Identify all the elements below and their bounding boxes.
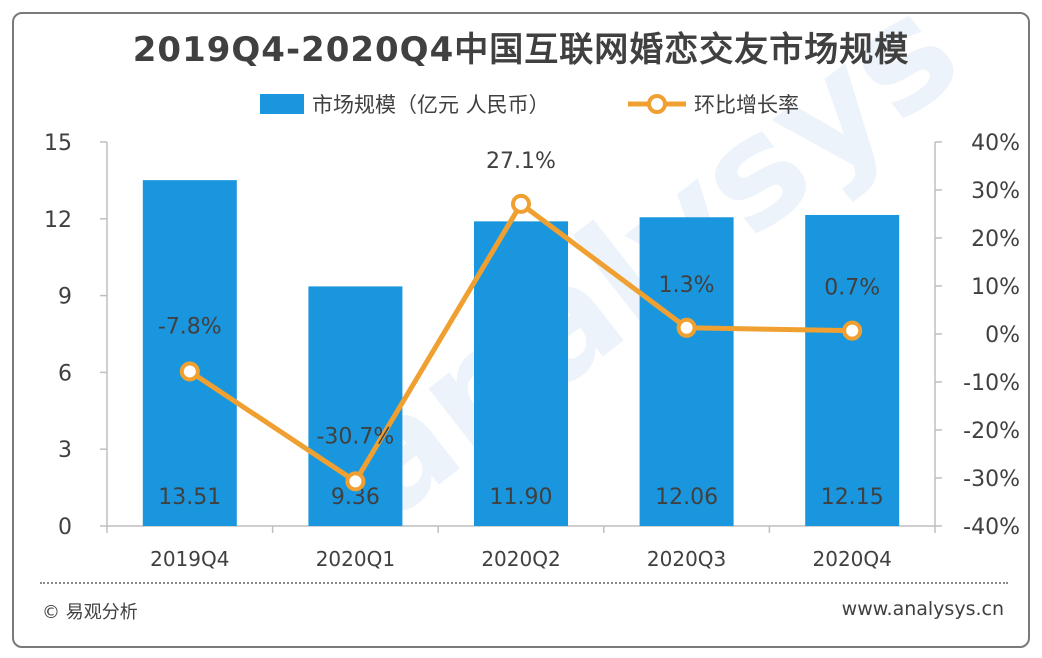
category-label: 2020Q3 xyxy=(647,547,726,571)
growth-rate-marker xyxy=(842,320,863,341)
footer-divider xyxy=(40,582,1008,584)
bar-value-label: 13.51 xyxy=(158,485,221,510)
left-tick-label: 0 xyxy=(58,515,72,540)
right-tick-label: -30% xyxy=(963,467,1020,492)
growth-rate-label: 1.3% xyxy=(659,273,715,298)
growth-rate-label: -30.7% xyxy=(316,424,394,449)
left-tick-label: 3 xyxy=(58,438,72,463)
legend-bar-label: 市场规模（亿元 人民币） xyxy=(312,93,550,117)
bar xyxy=(639,217,734,526)
category-label: 2019Q4 xyxy=(150,547,229,571)
growth-rate-marker xyxy=(345,471,366,492)
right-tick-label: 20% xyxy=(971,227,1020,252)
bar xyxy=(805,214,900,526)
source-label: © 易观分析 xyxy=(42,602,138,623)
legend-line-marker xyxy=(647,94,667,114)
right-tick-label: -20% xyxy=(963,419,1020,444)
growth-rate-label: 0.7% xyxy=(824,276,880,301)
category-label: 2020Q4 xyxy=(813,547,892,571)
left-tick-label: 6 xyxy=(58,361,72,386)
growth-rate-marker xyxy=(511,193,531,214)
bar-value-label: 11.90 xyxy=(490,485,553,510)
bar xyxy=(474,221,568,527)
website-label: www.analysys.cn xyxy=(841,598,1004,620)
growth-rate-marker xyxy=(676,317,697,338)
right-tick-label: 30% xyxy=(971,179,1020,204)
left-tick-label: 12 xyxy=(44,208,72,233)
right-tick-label: -10% xyxy=(963,371,1020,396)
bar-value-label: 12.06 xyxy=(655,485,718,510)
right-tick-label: 0% xyxy=(985,323,1020,348)
left-tick-label: 9 xyxy=(58,285,72,310)
legend-bar-swatch xyxy=(260,94,304,114)
growth-rate-marker xyxy=(179,361,200,382)
category-label: 2020Q1 xyxy=(316,547,395,571)
right-tick-label: 10% xyxy=(971,275,1020,300)
bar xyxy=(142,180,237,527)
right-tick-label: -40% xyxy=(963,515,1020,540)
legend-line-label: 环比增长率 xyxy=(694,93,799,117)
chart-title: 2019Q4-2020Q4中国互联网婚恋交友市场规模 xyxy=(132,30,910,70)
bar-value-label: 12.15 xyxy=(821,485,884,510)
growth-rate-label: 27.1% xyxy=(486,149,556,174)
left-tick-label: 15 xyxy=(44,131,72,156)
growth-rate-label: -7.8% xyxy=(158,314,222,339)
right-tick-label: 40% xyxy=(971,131,1020,156)
category-label: 2020Q2 xyxy=(481,547,560,571)
